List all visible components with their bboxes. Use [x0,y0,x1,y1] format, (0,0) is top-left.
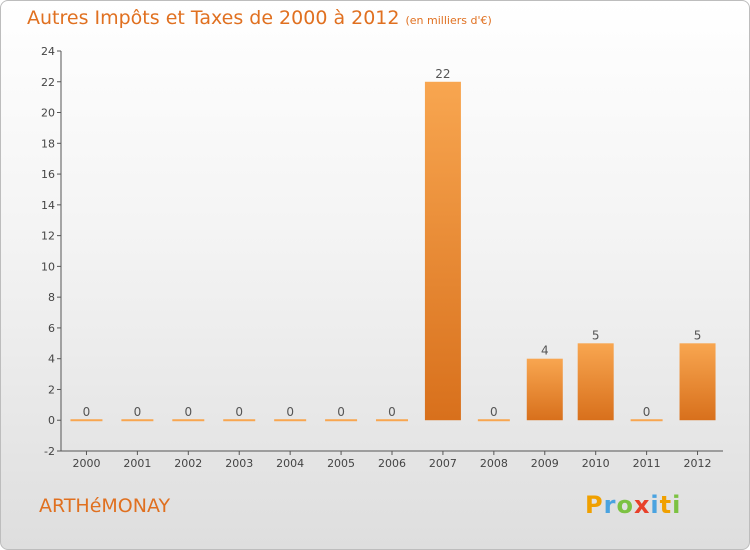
x-tick-label: 2001 [123,457,151,470]
data-label: 0 [286,405,294,419]
x-tick-label: 2007 [429,457,457,470]
data-label: 0 [83,405,91,419]
logo-letter: r [603,491,617,519]
bar [325,419,358,422]
y-tick-label: 6 [48,322,55,335]
bar [630,419,663,422]
y-tick-label: 14 [41,199,55,212]
bar [477,419,510,422]
bar [526,358,563,421]
logo-letter: i [672,491,682,519]
logo-letter: o [616,491,634,519]
x-tick-label: 2000 [72,457,100,470]
y-tick-label: 10 [41,260,55,273]
y-tick-label: 0 [48,414,55,427]
data-label: 5 [592,328,600,342]
data-label: 0 [643,405,651,419]
data-label: 0 [490,405,498,419]
bar [70,419,103,422]
bar [577,343,614,421]
y-tick-label: 18 [41,137,55,150]
logo-letter: P [585,491,604,519]
y-tick-label: 2 [48,383,55,396]
x-tick-label: 2006 [378,457,406,470]
bar [121,419,154,422]
data-label: 5 [694,328,702,342]
y-tick-label: 16 [41,168,55,181]
x-tick-label: 2009 [531,457,559,470]
x-tick-label: 2008 [480,457,508,470]
x-tick-label: 2005 [327,457,355,470]
data-label: 22 [435,67,450,81]
data-label: 0 [388,405,396,419]
data-label: 4 [541,344,549,358]
logo-letter: i [650,491,660,519]
x-tick-label: 2010 [582,457,610,470]
y-tick-label: 4 [48,353,55,366]
chart-title: Autres Impôts et Taxes de 2000 à 2012 (en… [27,7,492,29]
data-label: 0 [235,405,243,419]
x-tick-label: 2002 [174,457,202,470]
bar [274,419,307,422]
logo-letter: t [659,491,673,519]
y-tick-label: 20 [41,107,55,120]
y-tick-label: 24 [41,45,55,58]
place-name: ARTHéMONAY [39,495,171,517]
proxiti-logo: Proxiti [585,491,681,519]
bar [172,419,205,422]
bar [424,81,461,421]
logo-letter: x [633,491,651,519]
y-tick-label: 12 [41,230,55,243]
bar [679,343,716,421]
x-tick-label: 2012 [684,457,712,470]
y-tick-label: 22 [41,76,55,89]
bar [376,419,408,422]
data-label: 0 [184,405,192,419]
data-label: 0 [337,405,345,419]
bar [223,419,256,422]
x-tick-label: 2004 [276,457,304,470]
y-tick-label: 8 [48,291,55,304]
x-tick-label: 2003 [225,457,253,470]
chart-title-main: Autres Impôts et Taxes de 2000 à 2012 [27,7,400,29]
y-tick-label: -2 [44,445,55,458]
chart-title-unit: (en milliers d'€) [405,14,492,27]
x-tick-label: 2011 [633,457,661,470]
data-label: 0 [134,405,142,419]
